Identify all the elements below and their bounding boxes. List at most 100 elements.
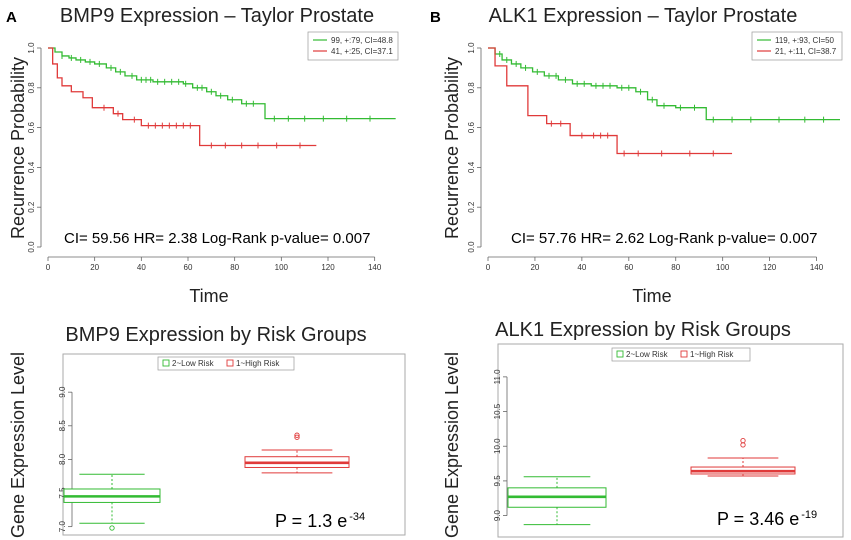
box-a-legend-high: 1~High Risk [236, 359, 280, 368]
km-a-y-tick-label: 0.0 [27, 241, 36, 253]
box-a-pvalue: P = 1.3 e -34 [275, 511, 365, 531]
km-a-axes: 0 20 40 60 80 100 120 140 0.0 0.2 0.4 0.6 0.8 1.0 [27, 42, 382, 272]
km-a-x-tick-label: 40 [137, 263, 146, 272]
km-a-legend-box [307, 31, 399, 61]
km-a-x-tick-label: 100 [275, 263, 289, 272]
box-b-y-tick-label: 11.0 [493, 369, 502, 385]
km-b-stats: CI= 57.76 HR= 2.62 Log-Rank p-value= 0.0… [511, 230, 817, 247]
km-a-y-tick-label: 1.0 [27, 42, 36, 54]
box-a-legend: 2~Low Risk 1~High Risk [157, 356, 295, 371]
box-a-legend-low: 2~Low Risk [172, 359, 215, 368]
km-a-y-tick-label: 0.8 [27, 82, 36, 94]
km-a-y-tick-label: 0.2 [27, 201, 36, 213]
box-b-y-tick-label: 9.0 [493, 509, 502, 521]
km-b-series-low [488, 47, 840, 121]
km-b-x-tick-label: 140 [810, 263, 824, 272]
box-b-y-tick-label: 10.5 [493, 403, 502, 419]
box-a-pvalue-exp: -34 [349, 511, 365, 523]
km-a-ylabel: Recurrence Probability [8, 57, 28, 239]
km-b-x-tick-label: 80 [671, 263, 680, 272]
km-a-x-tick-label: 80 [230, 263, 239, 272]
box-a-title: BMP9 Expression by Risk Groups [65, 324, 366, 346]
km-b-curves [488, 47, 840, 157]
box-b-pvalue-exp: -19 [801, 509, 817, 521]
km-b-x-tick-label: 100 [716, 263, 730, 272]
km-a-x-tick-label: 60 [184, 263, 193, 272]
km-a-legend-low: 99, +:79, CI=48.8 [331, 36, 393, 45]
box-a-legend-swatch-low [162, 359, 170, 367]
box-b-legend-swatch-high [680, 350, 688, 358]
km-b-legend-high: 21, +:11, CI=38.7 [775, 47, 837, 56]
box-a-y-tick-label: 9.0 [58, 386, 67, 398]
panel-label-b: B [430, 9, 441, 26]
km-a-x-tick-label: 140 [368, 263, 382, 272]
box-b-y-tick-label: 9.5 [493, 475, 502, 487]
box-a-y-tick-label: 8.0 [58, 453, 67, 465]
box-a-low-outlier [109, 525, 115, 531]
km-a-series-high [48, 47, 317, 147]
km-b-x-tick-label: 20 [530, 263, 539, 272]
box-a-high-outlier [294, 434, 300, 440]
box-b-marks [507, 438, 796, 526]
km-b-y-tick-label: 0.0 [467, 241, 476, 253]
km-b-y-tick-label: 0.2 [467, 201, 476, 213]
box-b-legend-low: 2~Low Risk [626, 350, 669, 359]
box-a-y-tick-label: 7.0 [58, 521, 67, 533]
box-a-legend-box [157, 356, 295, 371]
km-b-y-tick-label: 0.4 [467, 161, 476, 173]
box-a-y-tick-label: 8.5 [58, 420, 67, 432]
km-b-ylabel: Recurrence Probability [442, 57, 462, 239]
km-b-legend-box [751, 31, 843, 61]
box-b-high-outlier [740, 438, 746, 444]
km-chart-b: ALK1 Expression – Taylor Prostate Recurr… [442, 5, 843, 306]
km-b-axes: 0 20 40 60 80 100 120 140 0.0 0.2 0.4 0.6 0.8 1.0 [467, 42, 824, 272]
box-b-frame [497, 343, 844, 538]
km-chart-a: BMP9 Expression – Taylor Prostate Recurr… [8, 5, 399, 306]
box-b-legend-swatch-low [616, 350, 624, 358]
km-a-legend-high: 41, +:25, CI=37.1 [331, 47, 393, 56]
box-b-legend-high: 1~High Risk [690, 350, 734, 359]
km-a-xlabel: Time [189, 286, 228, 306]
box-b-axes: 9.0 9.5 10.0 10.5 11.0 [493, 369, 508, 521]
box-a-frame [62, 353, 406, 536]
km-a-legend: 99, +:79, CI=48.8 41, +:25, CI=37.1 [307, 31, 399, 61]
box-chart-b: ALK1 Expression by Risk Groups Gene Expr… [442, 319, 844, 538]
km-b-x-tick-label: 0 [486, 263, 491, 272]
km-a-x-tick-label: 120 [321, 263, 335, 272]
km-b-legend-low: 119, +:93, CI=50 [775, 36, 835, 45]
box-a-legend-swatch-high [226, 359, 234, 367]
box-a-pvalue-base: P = 1.3 e [275, 511, 347, 531]
box-chart-a: BMP9 Expression by Risk Groups Gene Expr… [8, 324, 406, 538]
km-a-x-tick-label: 20 [90, 263, 99, 272]
km-a-y-tick-label: 0.6 [27, 121, 36, 133]
km-b-title: ALK1 Expression – Taylor Prostate [489, 5, 798, 27]
km-a-curves [48, 47, 396, 149]
km-b-y-tick-label: 1.0 [467, 42, 476, 54]
km-b-legend: 119, +:93, CI=50 21, +:11, CI=38.7 [751, 31, 843, 61]
km-b-y-tick-label: 0.6 [467, 121, 476, 133]
box-b-legend: 2~Low Risk 1~High Risk [611, 347, 751, 362]
km-a-x-tick-label: 0 [46, 263, 51, 272]
box-b-ylabel: Gene Expression Level [442, 352, 462, 538]
panel-label-a: A [6, 9, 17, 26]
km-a-y-tick-label: 0.4 [27, 161, 36, 173]
km-a-stats: CI= 59.56 HR= 2.38 Log-Rank p-value= 0.0… [64, 230, 370, 247]
km-b-xlabel: Time [632, 286, 671, 306]
box-b-pvalue: P = 3.46 e -19 [717, 509, 817, 529]
km-b-x-tick-label: 120 [763, 263, 777, 272]
km-b-series-high [488, 47, 733, 155]
box-b-y-tick-label: 10.0 [493, 438, 502, 454]
km-a-series-low [48, 47, 396, 120]
box-a-high-outlier [294, 432, 300, 438]
box-a-marks [63, 432, 350, 531]
km-b-x-tick-label: 40 [577, 263, 586, 272]
km-b-x-tick-label: 60 [624, 263, 633, 272]
box-b-pvalue-base: P = 3.46 e [717, 509, 799, 529]
box-a-ylabel: Gene Expression Level [8, 352, 28, 538]
box-a-axes: 7.0 7.5 8.0 8.5 9.0 [58, 386, 73, 533]
box-a-y-tick-label: 7.5 [58, 487, 67, 499]
km-b-y-tick-label: 0.8 [467, 82, 476, 94]
box-b-title: ALK1 Expression by Risk Groups [495, 319, 791, 341]
km-a-title: BMP9 Expression – Taylor Prostate [60, 5, 374, 27]
